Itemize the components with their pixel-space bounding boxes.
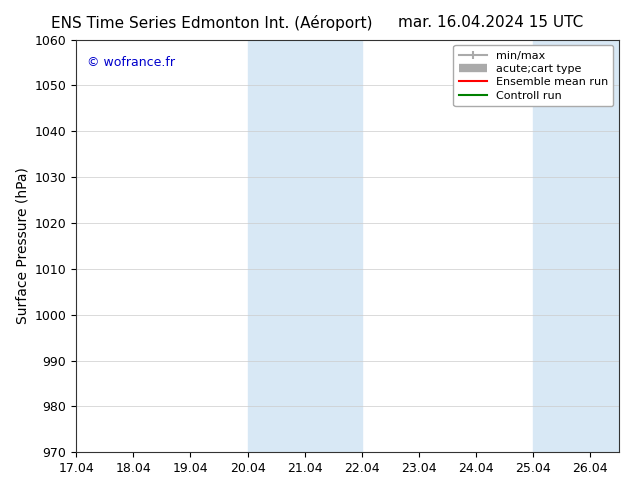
Legend: min/max, acute;cart type, Ensemble mean run, Controll run: min/max, acute;cart type, Ensemble mean … [453, 45, 614, 106]
Bar [305, 40, 362, 452]
Bar [590, 40, 619, 452]
Text: mar. 16.04.2024 15 UTC: mar. 16.04.2024 15 UTC [398, 15, 583, 30]
Y-axis label: Surface Pressure (hPa): Surface Pressure (hPa) [15, 168, 29, 324]
Text: ENS Time Series Edmonton Int. (Aéroport): ENS Time Series Edmonton Int. (Aéroport) [51, 15, 372, 31]
Bar [533, 40, 590, 452]
Bar [248, 40, 305, 452]
Text: © wofrance.fr: © wofrance.fr [87, 56, 175, 69]
